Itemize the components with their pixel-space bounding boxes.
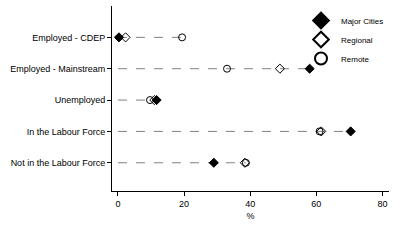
svg-text:In the Labour Force: In the Labour Force xyxy=(27,127,106,137)
svg-text:Employed - Mainstream: Employed - Mainstream xyxy=(10,64,105,74)
svg-text:0: 0 xyxy=(115,199,120,209)
svg-text:Unemployed: Unemployed xyxy=(55,95,106,105)
svg-text:20: 20 xyxy=(179,199,189,209)
svg-text:%: % xyxy=(246,211,254,221)
svg-text:Not in the Labour Force: Not in the Labour Force xyxy=(11,158,106,168)
svg-text:Regional: Regional xyxy=(341,36,373,45)
svg-text:80: 80 xyxy=(377,199,387,209)
svg-text:60: 60 xyxy=(311,199,321,209)
svg-text:40: 40 xyxy=(245,199,255,209)
svg-text:Employed - CDEP: Employed - CDEP xyxy=(32,33,105,43)
svg-text:Remote: Remote xyxy=(341,55,370,64)
svg-text:Major Cities: Major Cities xyxy=(341,17,383,26)
